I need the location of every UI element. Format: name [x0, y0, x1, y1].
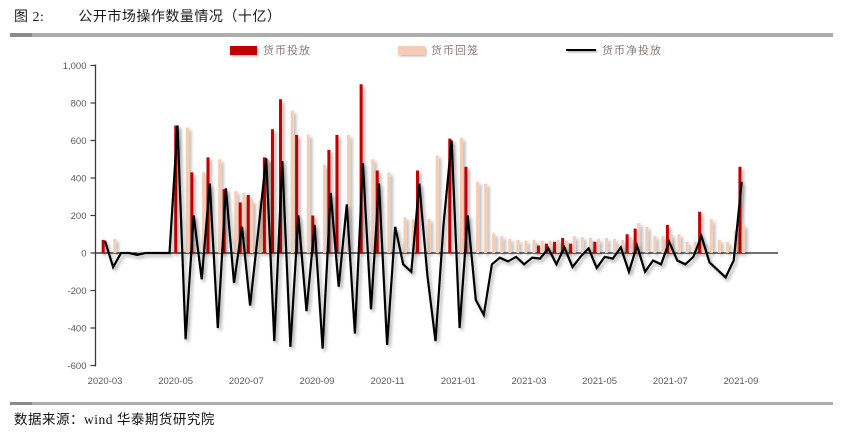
- svg-text:2020-07: 2020-07: [229, 376, 264, 387]
- svg-text:2020-03: 2020-03: [88, 376, 123, 387]
- legend-bar-swatch: [230, 45, 257, 55]
- chart-legend: 货币投放 货币回笼 货币净投放: [0, 42, 843, 58]
- legend-bar-swatch: [398, 45, 425, 55]
- figure-label: 图 2:: [14, 10, 45, 25]
- svg-text:2021-01: 2021-01: [441, 376, 476, 387]
- svg-text:2020-11: 2020-11: [371, 376, 405, 387]
- svg-text:2020-09: 2020-09: [300, 376, 335, 387]
- top-divider: [10, 33, 833, 37]
- svg-text:2021-03: 2021-03: [512, 376, 547, 387]
- data-source-note: 数据来源：wind 华泰期货研究院: [14, 412, 215, 427]
- svg-text:2021-07: 2021-07: [653, 376, 688, 387]
- legend-label: 货币净投放: [602, 45, 662, 57]
- page-title: 公开市场操作数量情况（十亿）: [78, 10, 282, 25]
- legend-item-withdrawal-bar[interactable]: 货币回笼: [398, 42, 479, 58]
- svg-text:0: 0: [81, 249, 86, 260]
- svg-text:-400: -400: [67, 324, 86, 335]
- svg-text:2021-05: 2021-05: [582, 376, 617, 387]
- svg-text:1,000: 1,000: [63, 61, 87, 72]
- svg-text:200: 200: [71, 211, 87, 222]
- svg-text:600: 600: [71, 136, 87, 147]
- bottom-divider: [10, 402, 833, 405]
- svg-text:2021-09: 2021-09: [724, 376, 759, 387]
- legend-label: 货币回笼: [431, 45, 479, 57]
- legend-item-injection-bar[interactable]: 货币投放: [230, 42, 311, 58]
- legend-label: 货币投放: [263, 45, 311, 57]
- svg-text:2020-05: 2020-05: [158, 376, 193, 387]
- svg-text:-600: -600: [67, 361, 86, 372]
- chart-title-row: 图 2: 公开市场操作数量情况（十亿）: [14, 6, 281, 26]
- svg-text:400: 400: [71, 174, 87, 185]
- legend-item-net-line[interactable]: 货币净投放: [566, 42, 662, 58]
- legend-line-swatch: [566, 48, 596, 52]
- svg-text:-200: -200: [67, 286, 86, 297]
- svg-text:800: 800: [71, 99, 87, 110]
